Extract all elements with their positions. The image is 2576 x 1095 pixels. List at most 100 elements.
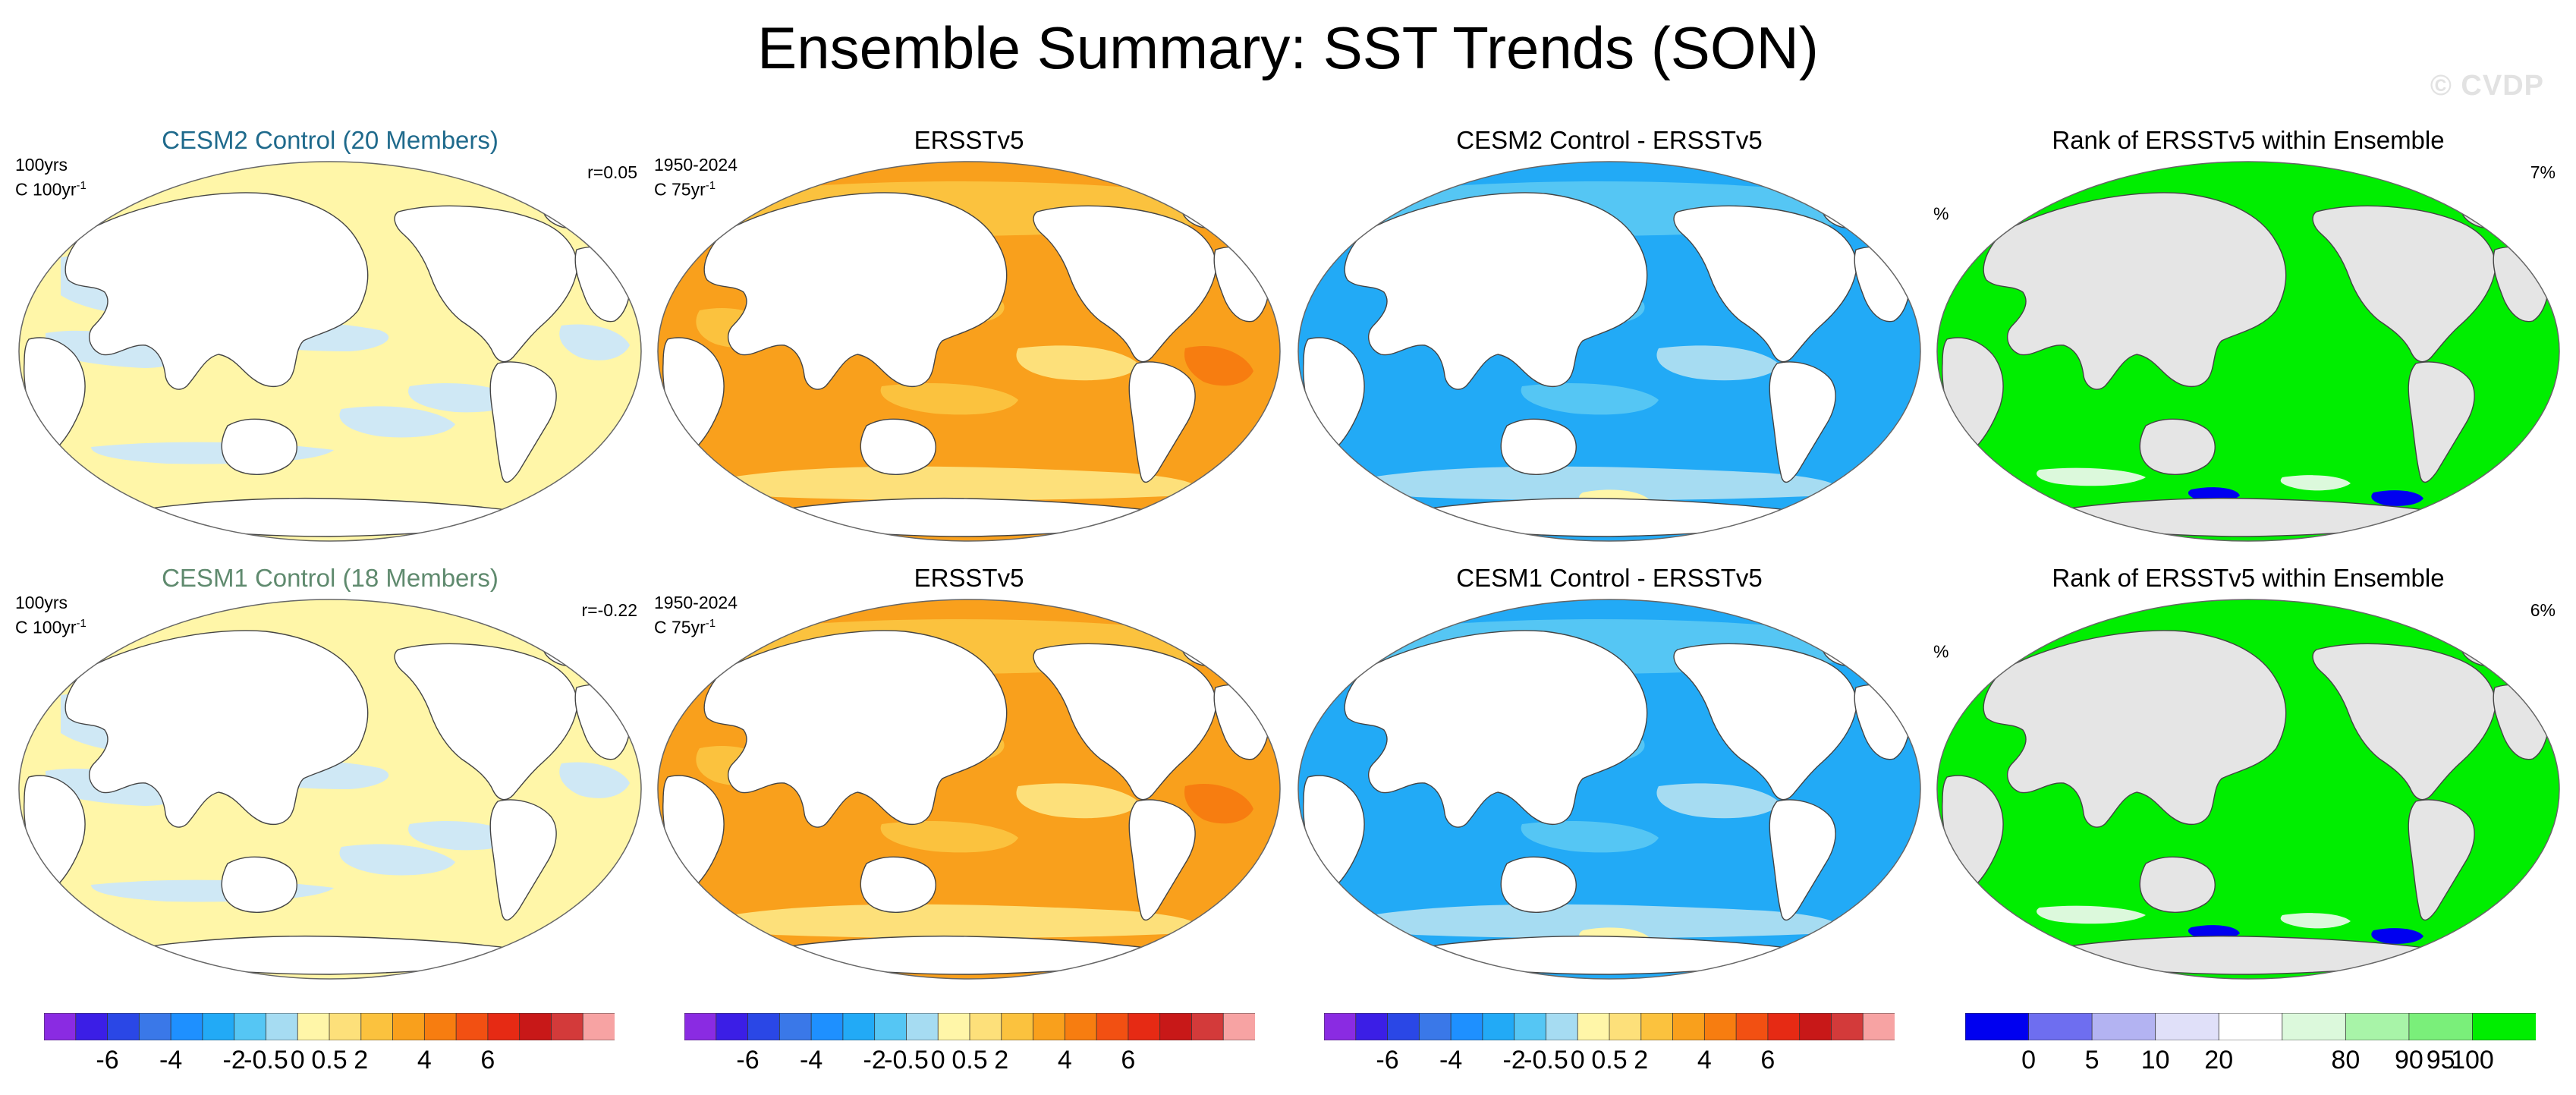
panel-title: Rank of ERSSTv5 within Ensemble <box>2052 126 2445 154</box>
field-patch <box>2037 467 2146 486</box>
panel-units-label: C 100yr-1 <box>15 613 86 638</box>
colorbar-swatch <box>1799 1013 1832 1040</box>
colorbar-swatch <box>1064 1013 1098 1040</box>
panel-title: ERSSTv5 <box>914 126 1024 154</box>
colorbar-swatch <box>582 1013 615 1040</box>
colorbar-swatch <box>1767 1013 1801 1040</box>
panel-left-label: 100yrs C 100yr-1 <box>15 154 86 200</box>
land-namerica <box>1673 205 1857 363</box>
colorbar-tick-label: -2 <box>1502 1046 1526 1075</box>
colorbar-swatch <box>1862 1013 1895 1040</box>
field-patch <box>728 904 1197 939</box>
panel-left-label: 1950-2024 C 75yr-1 <box>654 154 738 200</box>
panel-period-label: 1950-2024 <box>654 155 738 175</box>
map-border <box>1936 161 2560 542</box>
map-border <box>1297 161 1921 542</box>
map-border <box>657 161 1281 542</box>
colorbar-swatch <box>1418 1013 1452 1040</box>
colorbar-swatch <box>1033 1013 1066 1040</box>
map-panel-obs: ERSSTv5 1950-2024 C 75yr-1 <box>654 125 1284 550</box>
world-map-rank <box>1936 599 2560 980</box>
colorbar-tick-label: 0 <box>290 1046 305 1075</box>
land-australia <box>860 418 936 475</box>
land-asia <box>1983 192 2287 390</box>
land-australia <box>1500 418 1577 475</box>
colorbar-swatch <box>1640 1013 1674 1040</box>
land-namerica <box>394 643 578 801</box>
colorbar-swatch <box>1355 1013 1389 1040</box>
colorbar-swatch <box>423 1013 458 1040</box>
colorbar-swatch <box>2408 1013 2474 1040</box>
colorbar-trend-svg <box>44 1013 615 1040</box>
colorbar-swatch <box>969 1013 1002 1040</box>
colorbar-tick-label: 2 <box>354 1046 369 1075</box>
colorbar-tick-label: 0.5 <box>951 1046 988 1075</box>
colorbar-tick-label: -4 <box>799 1046 823 1075</box>
colorbar-tick-label: -0.5 <box>884 1046 929 1075</box>
colorbar-trend-svg <box>1324 1013 1895 1040</box>
panel-period-label: 100yrs <box>15 155 68 175</box>
colorbar-swatch <box>138 1013 172 1040</box>
colorbar-tick-label: -4 <box>1439 1046 1463 1075</box>
figure-title: Ensemble Summary: SST Trends (SON) <box>757 14 1819 81</box>
colorbar-swatch <box>234 1013 267 1040</box>
colorbar-swatch <box>170 1013 203 1040</box>
colorbar-tick-label: 6 <box>1760 1046 1776 1075</box>
colorbar-swatch <box>2091 1013 2156 1040</box>
map-border <box>1297 599 1921 980</box>
colorbar-swatch <box>75 1013 109 1040</box>
panel-title: CESM1 Control (18 Members) <box>162 564 499 592</box>
colorbar-trend-labels-3: -6 -4 -2 -0.5 0 0.5 2 4 6 <box>1324 1045 1901 1075</box>
map-panel-diff: CESM1 Control - ERSSTv5 <box>1294 563 1924 988</box>
land-namerica <box>1033 643 1217 801</box>
colorbar-swatch <box>551 1013 584 1040</box>
world-map-diff <box>1297 599 1921 980</box>
land-namerica <box>2312 205 2496 363</box>
colorbar-tick-label: -6 <box>96 1046 119 1075</box>
world-map-obs <box>657 599 1281 980</box>
colorbar-tick-label: 0.5 <box>1591 1046 1628 1075</box>
field-patch <box>1521 821 1659 853</box>
colorbar-swatch <box>107 1013 140 1040</box>
colorbar-rank-labels: 0 5 10 20 80 90 95 100 <box>1965 1045 2542 1075</box>
colorbar-trend-labels-1: -6 -4 -2 -0.5 0 0.5 2 4 6 <box>44 1045 621 1075</box>
field-patch <box>2280 475 2351 491</box>
field-patch <box>559 324 630 360</box>
colorbar-tick-label: 90 <box>2394 1046 2423 1075</box>
panel-left-label: 100yrs C 100yr-1 <box>15 592 86 638</box>
panel-units-label: % <box>1933 200 1949 225</box>
panel-left-label: % <box>1933 616 1949 662</box>
land-asia <box>1983 630 2287 828</box>
colorbar-trend-svg <box>684 1013 1255 1040</box>
land-australia <box>860 856 936 913</box>
field-patch <box>559 762 630 798</box>
field-patch <box>728 466 1197 501</box>
colorbar-swatch <box>519 1013 552 1040</box>
map-border <box>657 599 1281 980</box>
land-asia <box>64 630 369 828</box>
colorbar-tick-label: 95 <box>2426 1046 2455 1075</box>
colorbar-swatch <box>684 1013 717 1040</box>
colorbar-rank-svg <box>1965 1013 2536 1040</box>
colorbar-swatch <box>392 1013 426 1040</box>
panel-units-exponent: -1 <box>705 617 716 630</box>
colorbar-tick-label: 0 <box>1570 1046 1585 1075</box>
map-border <box>18 599 642 980</box>
colorbar-swatch <box>1831 1013 1864 1040</box>
map-panel-diff: CESM2 Control - ERSSTv5 <box>1294 125 1924 550</box>
field-patch <box>1016 783 1140 819</box>
colorbar-tick-label: 10 <box>2140 1046 2170 1075</box>
land-samerica <box>2408 361 2475 483</box>
colorbar-tick-label: 0 <box>2021 1046 2037 1075</box>
colorbar-swatch <box>1703 1013 1738 1040</box>
field-patch <box>1184 345 1253 386</box>
colorbar-swatch <box>1450 1013 1483 1040</box>
field-patch <box>2371 490 2423 506</box>
colorbar-swatch <box>1222 1013 1255 1040</box>
map-panel-rank: Rank of ERSSTv5 within Ensemble% 7% <box>1933 125 2563 550</box>
colorbar-swatch <box>1096 1013 1129 1040</box>
field-patch <box>2037 905 2146 924</box>
field-patch <box>408 382 516 413</box>
panel-right-label: 7% <box>2530 162 2556 182</box>
colorbar-swatch <box>842 1013 876 1040</box>
